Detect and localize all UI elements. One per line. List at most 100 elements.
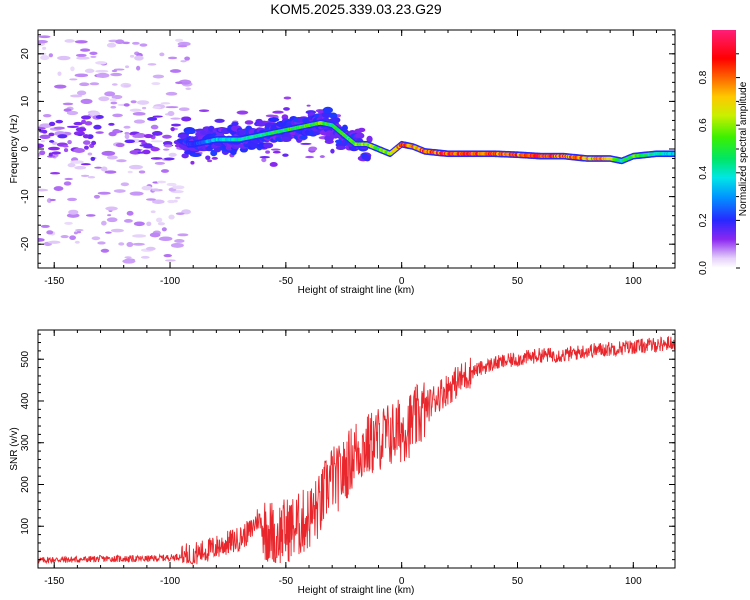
spectrogram-halo-blob bbox=[341, 124, 348, 132]
snr-ytick-label: 300 bbox=[20, 434, 31, 451]
spectrogram-noise-blob bbox=[125, 65, 130, 69]
spectrogram-xtick-label: 0 bbox=[399, 276, 405, 287]
spectrogram-noise-blob bbox=[116, 159, 127, 163]
spectrogram-noise-blob bbox=[73, 148, 86, 153]
chart-title: KOM5.2025.339.03.23.G29 bbox=[270, 1, 441, 17]
colorbar-gradient bbox=[712, 30, 736, 268]
spectrogram-noise-blob bbox=[175, 81, 183, 85]
spectrogram-noise-blob bbox=[106, 42, 117, 48]
spectrogram-noise-blob bbox=[108, 122, 115, 126]
spectrogram-noise-blob bbox=[80, 98, 93, 104]
spectrogram-halo-blob bbox=[181, 153, 189, 159]
spectrogram-noise-blob bbox=[163, 157, 175, 161]
spectrogram-noise-blob bbox=[175, 38, 184, 42]
spectrogram-ytick-label: -10 bbox=[20, 189, 31, 204]
spectrogram-noise-blob bbox=[81, 115, 92, 120]
spectrogram-halo-blob bbox=[335, 145, 346, 151]
spectrogram-noise-blob bbox=[133, 119, 146, 124]
spectrogram-noise-blob bbox=[164, 144, 173, 148]
spectrogram-noise-blob bbox=[75, 53, 87, 57]
spectrogram-noise-blob bbox=[96, 72, 110, 79]
spectrogram-noise-blob bbox=[84, 121, 93, 126]
spectrogram-noise-blob bbox=[141, 185, 153, 191]
spectrogram-noise-blob bbox=[120, 182, 130, 187]
spectrogram-noise-blob bbox=[185, 87, 192, 91]
spectrogram-noise-blob bbox=[151, 82, 161, 86]
spectrogram-noise-blob bbox=[124, 139, 136, 144]
spectrogram-noise-blob bbox=[104, 91, 116, 97]
spectrogram-noise-blob bbox=[272, 150, 281, 154]
spectrogram-noise-blob bbox=[283, 96, 292, 100]
spectrogram-noise-blob bbox=[73, 121, 83, 126]
spectrogram-noise-blob bbox=[177, 233, 189, 237]
spectrogram-halo-blob bbox=[358, 127, 366, 133]
snr-ytick-label: 100 bbox=[20, 517, 31, 534]
spectrogram-noise-blob bbox=[143, 134, 154, 139]
spectrogram-noise-blob bbox=[272, 110, 284, 114]
spectrogram-noise-blob bbox=[156, 217, 163, 223]
spectrogram-noise-blob bbox=[159, 52, 165, 57]
spectrogram-noise-blob bbox=[91, 140, 97, 146]
spectrogram-noise-blob bbox=[127, 170, 133, 174]
spectrogram-noise-blob bbox=[67, 162, 76, 168]
spectrogram-noise-blob bbox=[154, 161, 165, 165]
spectrogram-noise-blob bbox=[165, 259, 176, 262]
spectrogram-halo-blob bbox=[263, 142, 274, 149]
spectrogram-noise-blob bbox=[80, 163, 91, 166]
spectrogram-noise-blob bbox=[39, 123, 52, 129]
spectrogram-noise-blob bbox=[169, 69, 182, 73]
snr-xtick-label: 100 bbox=[625, 576, 642, 587]
snr-series-line bbox=[38, 336, 675, 565]
spectrogram-noise-blob bbox=[42, 46, 47, 50]
spectrogram-noise-blob bbox=[146, 198, 156, 201]
spectrogram-noise-blob bbox=[93, 194, 100, 199]
spectrogram-noise-blob bbox=[300, 142, 312, 145]
spectrogram-noise-blob bbox=[87, 152, 93, 156]
spectrogram-noise-blob bbox=[110, 228, 124, 233]
spectrogram-noise-blob bbox=[129, 54, 135, 58]
spectrogram-noise-blob bbox=[112, 113, 123, 118]
spectrogram-noise-blob bbox=[150, 124, 159, 130]
spectrogram-noise-blob bbox=[64, 221, 73, 225]
spectrogram-xtick-label: 100 bbox=[625, 276, 642, 287]
spectrogram-noise-blob bbox=[40, 139, 45, 143]
spectrogram-ridge-layer bbox=[176, 106, 675, 165]
spectrogram-noise-blob bbox=[152, 74, 165, 79]
spectrogram-noise-blob bbox=[134, 55, 144, 61]
spectrogram-noise-blob bbox=[165, 91, 178, 96]
spectrogram-noise-blob bbox=[118, 242, 125, 246]
spectrogram-noise-blob bbox=[48, 140, 55, 143]
spectrogram-noise-blob bbox=[69, 78, 78, 81]
spectrogram-noise-blob bbox=[80, 174, 90, 177]
spectrogram-noise-blob bbox=[90, 156, 96, 161]
spectrogram-noise-blob bbox=[47, 155, 56, 158]
spectrogram-noise-blob bbox=[261, 157, 267, 163]
spectrogram-noise-blob bbox=[89, 51, 98, 56]
spectrogram-noise-blob bbox=[165, 106, 179, 109]
spectrogram-noise-blob bbox=[46, 230, 54, 235]
spectrogram-noise-blob bbox=[90, 55, 97, 58]
spectrogram-halo-blob bbox=[363, 154, 371, 162]
spectrogram-noise-blob bbox=[105, 231, 112, 234]
spectrogram-noise-blob bbox=[57, 71, 62, 76]
snr-xlabel: Height of straight line (km) bbox=[298, 585, 415, 596]
spectrogram-ytick-label: 0 bbox=[20, 146, 31, 152]
spectrogram-noise-blob bbox=[38, 35, 51, 39]
spectrogram-noise-blob bbox=[70, 94, 83, 98]
spectrogram-noise-blob bbox=[149, 232, 161, 238]
spectrogram-noise-blob bbox=[51, 151, 62, 155]
spectrogram-noise-blob bbox=[39, 134, 51, 139]
spectrogram-noise-blob bbox=[184, 56, 190, 61]
spectrogram-noise-blob bbox=[74, 240, 80, 244]
spectrogram-noise-blob bbox=[282, 153, 289, 157]
spectrogram-noise-blob bbox=[113, 68, 125, 71]
spectrogram-noise-blob bbox=[126, 210, 134, 216]
spectrogram-noise-blob bbox=[97, 241, 106, 245]
spectrogram-halo-blob bbox=[185, 129, 196, 135]
spectrogram-noise-blob bbox=[95, 115, 104, 119]
spectrogram-noise-blob bbox=[171, 185, 185, 190]
spectrogram-halo-blob bbox=[268, 117, 280, 122]
spectrogram-noise-blob bbox=[150, 140, 164, 143]
